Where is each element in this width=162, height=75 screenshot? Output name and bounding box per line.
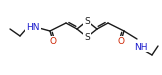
Text: S: S — [84, 16, 90, 26]
Text: S: S — [84, 32, 90, 41]
Text: NH: NH — [134, 43, 148, 52]
Text: O: O — [50, 37, 57, 46]
Text: HN: HN — [26, 23, 40, 32]
Text: O: O — [117, 37, 125, 46]
